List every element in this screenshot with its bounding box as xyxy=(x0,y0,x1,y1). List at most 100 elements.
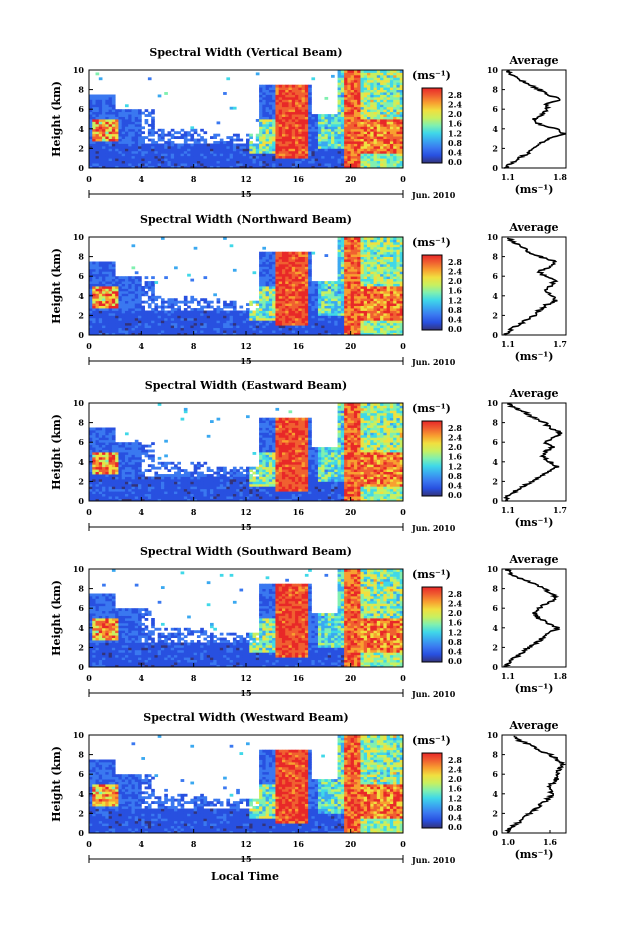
heatmap-cell xyxy=(380,283,384,287)
colorbar xyxy=(421,87,443,164)
heatmap-cell xyxy=(272,114,276,117)
heatmap-cell xyxy=(350,99,355,103)
heatmap-cell xyxy=(347,254,352,257)
heatmap-cell xyxy=(272,263,276,267)
heatmap-cell xyxy=(151,160,155,164)
heatmap-cell xyxy=(353,123,358,127)
heatmap-cell xyxy=(363,70,368,73)
heatmap-cell xyxy=(383,256,388,260)
heatmap-cell xyxy=(331,295,335,299)
heatmap-cell xyxy=(383,310,388,314)
heatmap-cell xyxy=(380,263,384,267)
heatmap-cell xyxy=(373,268,378,272)
heatmap-cell xyxy=(92,96,96,100)
heatmap-cell xyxy=(363,155,368,159)
heatmap-cell xyxy=(275,99,280,103)
heatmap-cell xyxy=(399,237,404,240)
heatmap-cell xyxy=(160,237,165,240)
heatmap-cell xyxy=(134,131,139,135)
heatmap-cell xyxy=(324,141,329,144)
heatmap-cell xyxy=(383,153,388,157)
heatmap-cell xyxy=(337,261,342,265)
heatmap-cell xyxy=(301,92,306,95)
heatmap-cell xyxy=(232,332,237,336)
heatmap-cell xyxy=(167,330,172,333)
heatmap-cell xyxy=(357,89,361,93)
heatmap-cell xyxy=(262,325,267,329)
heatmap-cell xyxy=(389,244,394,248)
heatmap-cell xyxy=(288,310,293,314)
heatmap-cell xyxy=(259,298,263,302)
heatmap-cell xyxy=(350,121,355,125)
heatmap-cell xyxy=(128,303,132,306)
heatmap-cell xyxy=(111,317,116,321)
heatmap-cell xyxy=(265,163,270,166)
heatmap-cell xyxy=(216,327,221,331)
heatmap-cell xyxy=(357,261,361,265)
heatmap-cell xyxy=(239,163,244,166)
heatmap-cell xyxy=(393,77,397,81)
heatmap-cell xyxy=(386,303,391,306)
heatmap-cell xyxy=(118,136,123,139)
heatmap-cell xyxy=(360,259,365,262)
heatmap-cell xyxy=(376,254,381,257)
heatmap-cell xyxy=(259,141,263,144)
heatmap-cell xyxy=(337,271,342,275)
heatmap-cell xyxy=(291,163,296,166)
heatmap-cell xyxy=(288,278,293,282)
heatmap-cell xyxy=(167,300,172,304)
heatmap-cell xyxy=(396,79,401,83)
heatmap-cell xyxy=(183,165,188,169)
heatmap-cell xyxy=(141,300,145,304)
heatmap-cell xyxy=(180,143,185,147)
heatmap-cell xyxy=(102,136,106,139)
heatmap-cell xyxy=(337,92,342,95)
heatmap-cell xyxy=(246,322,250,326)
heatmap-cell xyxy=(111,123,116,127)
heatmap-cell xyxy=(265,332,270,336)
heatmap-cell xyxy=(134,165,139,169)
heatmap-cell xyxy=(353,330,358,333)
heatmap-cell xyxy=(128,163,132,166)
heatmap-cell xyxy=(331,327,335,331)
heatmap-cell xyxy=(265,251,270,255)
heatmap-cell xyxy=(321,310,325,314)
heatmap-cell xyxy=(386,312,391,316)
heatmap-cell xyxy=(353,263,358,267)
heatmap-cell xyxy=(206,330,211,333)
heatmap-cell xyxy=(386,332,391,336)
heatmap-cell xyxy=(367,126,371,130)
heatmap-cell xyxy=(252,327,257,331)
heatmap-cell xyxy=(268,153,273,157)
heatmap-cell xyxy=(380,150,384,154)
heatmap-cell xyxy=(131,126,136,130)
heatmap-cell xyxy=(141,136,145,139)
heatmap-cell xyxy=(105,278,110,282)
heatmap-cell xyxy=(281,303,286,306)
heatmap-cell xyxy=(121,281,126,284)
heatmap-cell xyxy=(383,128,388,132)
heatmap-cell xyxy=(111,300,116,304)
heatmap-cell xyxy=(252,317,257,321)
heatmap-cell xyxy=(304,286,309,289)
heatmap-cell xyxy=(170,312,175,316)
heatmap-cell xyxy=(252,300,257,304)
heatmap-cell xyxy=(376,136,381,139)
heatmap-cell xyxy=(396,288,401,292)
heatmap-cell xyxy=(160,325,165,329)
heatmap-cell xyxy=(288,148,293,152)
heatmap-cell xyxy=(118,111,123,115)
heatmap-cell xyxy=(393,163,397,166)
heatmap-cell xyxy=(301,320,306,324)
heatmap-cell xyxy=(134,300,139,304)
heatmap-cell xyxy=(124,119,129,122)
heatmap-cell xyxy=(357,310,361,314)
heatmap-cell xyxy=(246,330,250,333)
heatmap-cell xyxy=(154,131,159,135)
heatmap-cell xyxy=(357,251,361,255)
heatmap-cell xyxy=(278,109,283,113)
heatmap-cell xyxy=(193,150,198,154)
heatmap-cell xyxy=(396,251,401,255)
heatmap-cell xyxy=(262,94,267,98)
heatmap-cell xyxy=(154,160,159,164)
